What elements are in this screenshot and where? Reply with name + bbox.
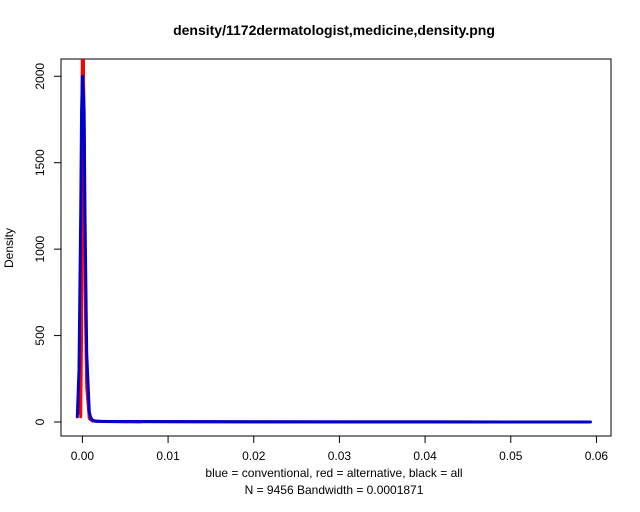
x-tick-label: 0.00: [71, 449, 95, 463]
x-tick-label: 0.03: [328, 449, 352, 463]
y-tick-label: 2000: [33, 63, 47, 90]
x-tick-label: 0.01: [156, 449, 180, 463]
x-axis-label-line2: N = 9456 Bandwidth = 0.0001871: [245, 483, 424, 497]
y-axis-label: Density: [2, 228, 16, 268]
density-curve-2: [79, 59, 143, 424]
x-axis-label-line1: blue = conventional, red = alternative, …: [205, 466, 462, 480]
curves: [75, 59, 592, 424]
y-axis: 0 500 1000 1500 2000: [33, 63, 62, 425]
chart-title: density/1172dermatologist,medicine,densi…: [173, 22, 495, 38]
y-tick-label: 1500: [33, 149, 47, 176]
density-curve-3: [75, 74, 592, 424]
x-tick-label: 0.02: [242, 449, 266, 463]
plot-area: [75, 59, 592, 424]
x-tick-label: 0.04: [413, 449, 437, 463]
y-tick-label: 500: [33, 325, 47, 345]
x-axis: 0.00 0.01 0.02 0.03 0.04 0.05 0.06: [71, 435, 609, 463]
y-tick-label: 1000: [33, 235, 47, 262]
plot-frame: [60, 58, 612, 437]
x-tick-label: 0.06: [585, 449, 609, 463]
y-tick-label: 0: [33, 418, 47, 425]
x-tick-label: 0.05: [499, 449, 523, 463]
density-curve-1: [76, 59, 592, 424]
